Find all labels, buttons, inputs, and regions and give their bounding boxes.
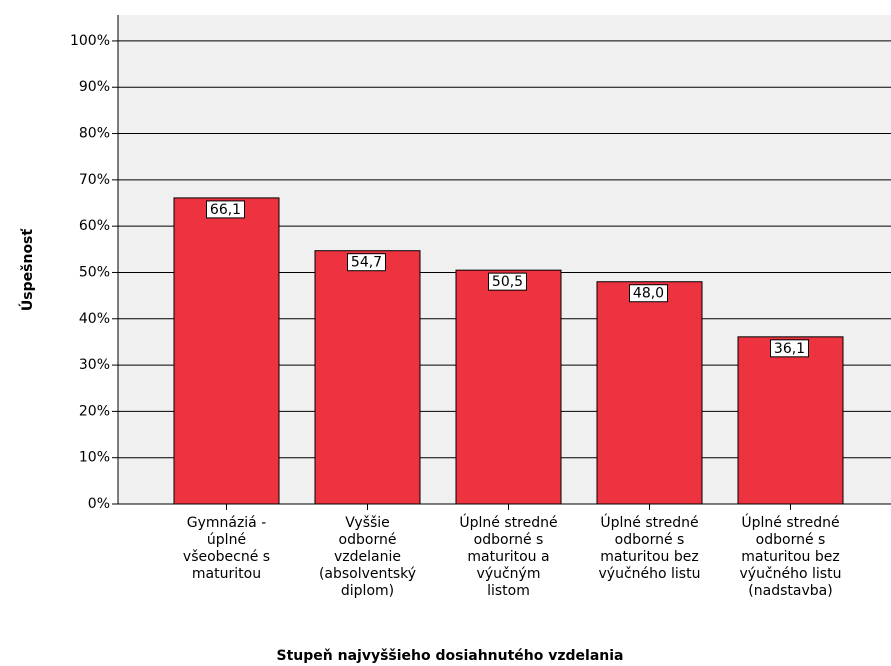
x-tick-label-line: maturitou bez	[600, 549, 698, 565]
x-tick-label-line: výučným	[477, 566, 541, 582]
x-tick-label-line: odborné s	[756, 532, 826, 548]
x-tick-label-line: listom	[487, 583, 530, 599]
value-label-box	[770, 339, 809, 358]
value-label: 36,1	[774, 341, 805, 357]
y-tick-label: 60%	[79, 218, 110, 234]
x-tick-label: Úplné stredné odborné s maturitou a výučným…	[459, 513, 557, 599]
bar	[596, 281, 703, 505]
x-tick-label: Úplné stredné odborné s maturitou bez výučn…	[599, 513, 701, 582]
y-tick-label: 20%	[79, 403, 110, 419]
x-tick-label-line: maturitou bez	[741, 549, 839, 565]
x-tick-label-line: (nadstavba)	[748, 583, 832, 599]
x-tick-label-line: výučného listu	[599, 566, 701, 582]
bar	[314, 250, 421, 505]
y-tick-label: 40%	[79, 311, 110, 327]
x-axis-label: Stupeň najvyššieho dosiahnutého vzdelani…	[277, 648, 624, 664]
x-tick-label-line: Úplné stredné	[459, 513, 557, 531]
x-tick-label-line: všeobecné s	[183, 549, 270, 565]
bar	[737, 336, 844, 505]
y-tick-label: 10%	[79, 450, 110, 466]
x-tick-label-line: (absolventský	[319, 566, 416, 582]
x-tick-label-line: Gymnáziá -	[187, 515, 267, 531]
value-label: 66,1	[210, 202, 241, 218]
value-label-box	[488, 272, 527, 291]
value-label-box	[347, 253, 386, 272]
value-label-box	[206, 200, 245, 219]
x-tick-label-line: úplné	[207, 532, 246, 548]
x-tick-label-line: vzdelanie	[334, 549, 401, 565]
x-tick-label-line: Úplné stredné	[600, 513, 698, 531]
y-tick-label: 90%	[79, 79, 110, 95]
x-tick-label-line: odborné	[339, 532, 397, 548]
y-axis-label: Úspešnosť	[18, 228, 36, 311]
x-tick-label-line: maturitou a	[467, 549, 549, 565]
bar	[455, 269, 562, 505]
value-label-box	[629, 284, 668, 303]
value-label: 54,7	[351, 255, 382, 271]
value-label: 50,5	[492, 274, 523, 290]
y-tick-label: 30%	[79, 357, 110, 373]
x-tick-label-line: diplom)	[341, 583, 394, 599]
y-tick-label: 100%	[70, 33, 110, 49]
value-label: 48,0	[633, 286, 664, 302]
x-tick-label: Vyššie odborné vzdelanie (absolventský diplo…	[319, 515, 416, 599]
y-tick-label: 50%	[79, 264, 110, 280]
x-tick-label: Úplné stredné odborné s maturitou bez výučn…	[740, 513, 842, 599]
x-tick-label-line: Úplné stredné	[741, 513, 839, 531]
x-tick-label-line: odborné s	[474, 532, 544, 548]
y-tick-label: 70%	[79, 172, 110, 188]
x-tick-label-line: maturitou	[192, 566, 261, 582]
x-tick-label: Gymnáziá -úplné všeobecné s maturitou	[183, 515, 270, 582]
y-tick-label: 0%	[88, 496, 110, 512]
bar	[173, 197, 280, 505]
x-tick-label-line: výučného listu	[740, 566, 842, 582]
x-tick-label-line: Vyššie	[345, 515, 390, 531]
x-tick-label-line: odborné s	[615, 532, 685, 548]
y-tick-label: 80%	[79, 126, 110, 142]
